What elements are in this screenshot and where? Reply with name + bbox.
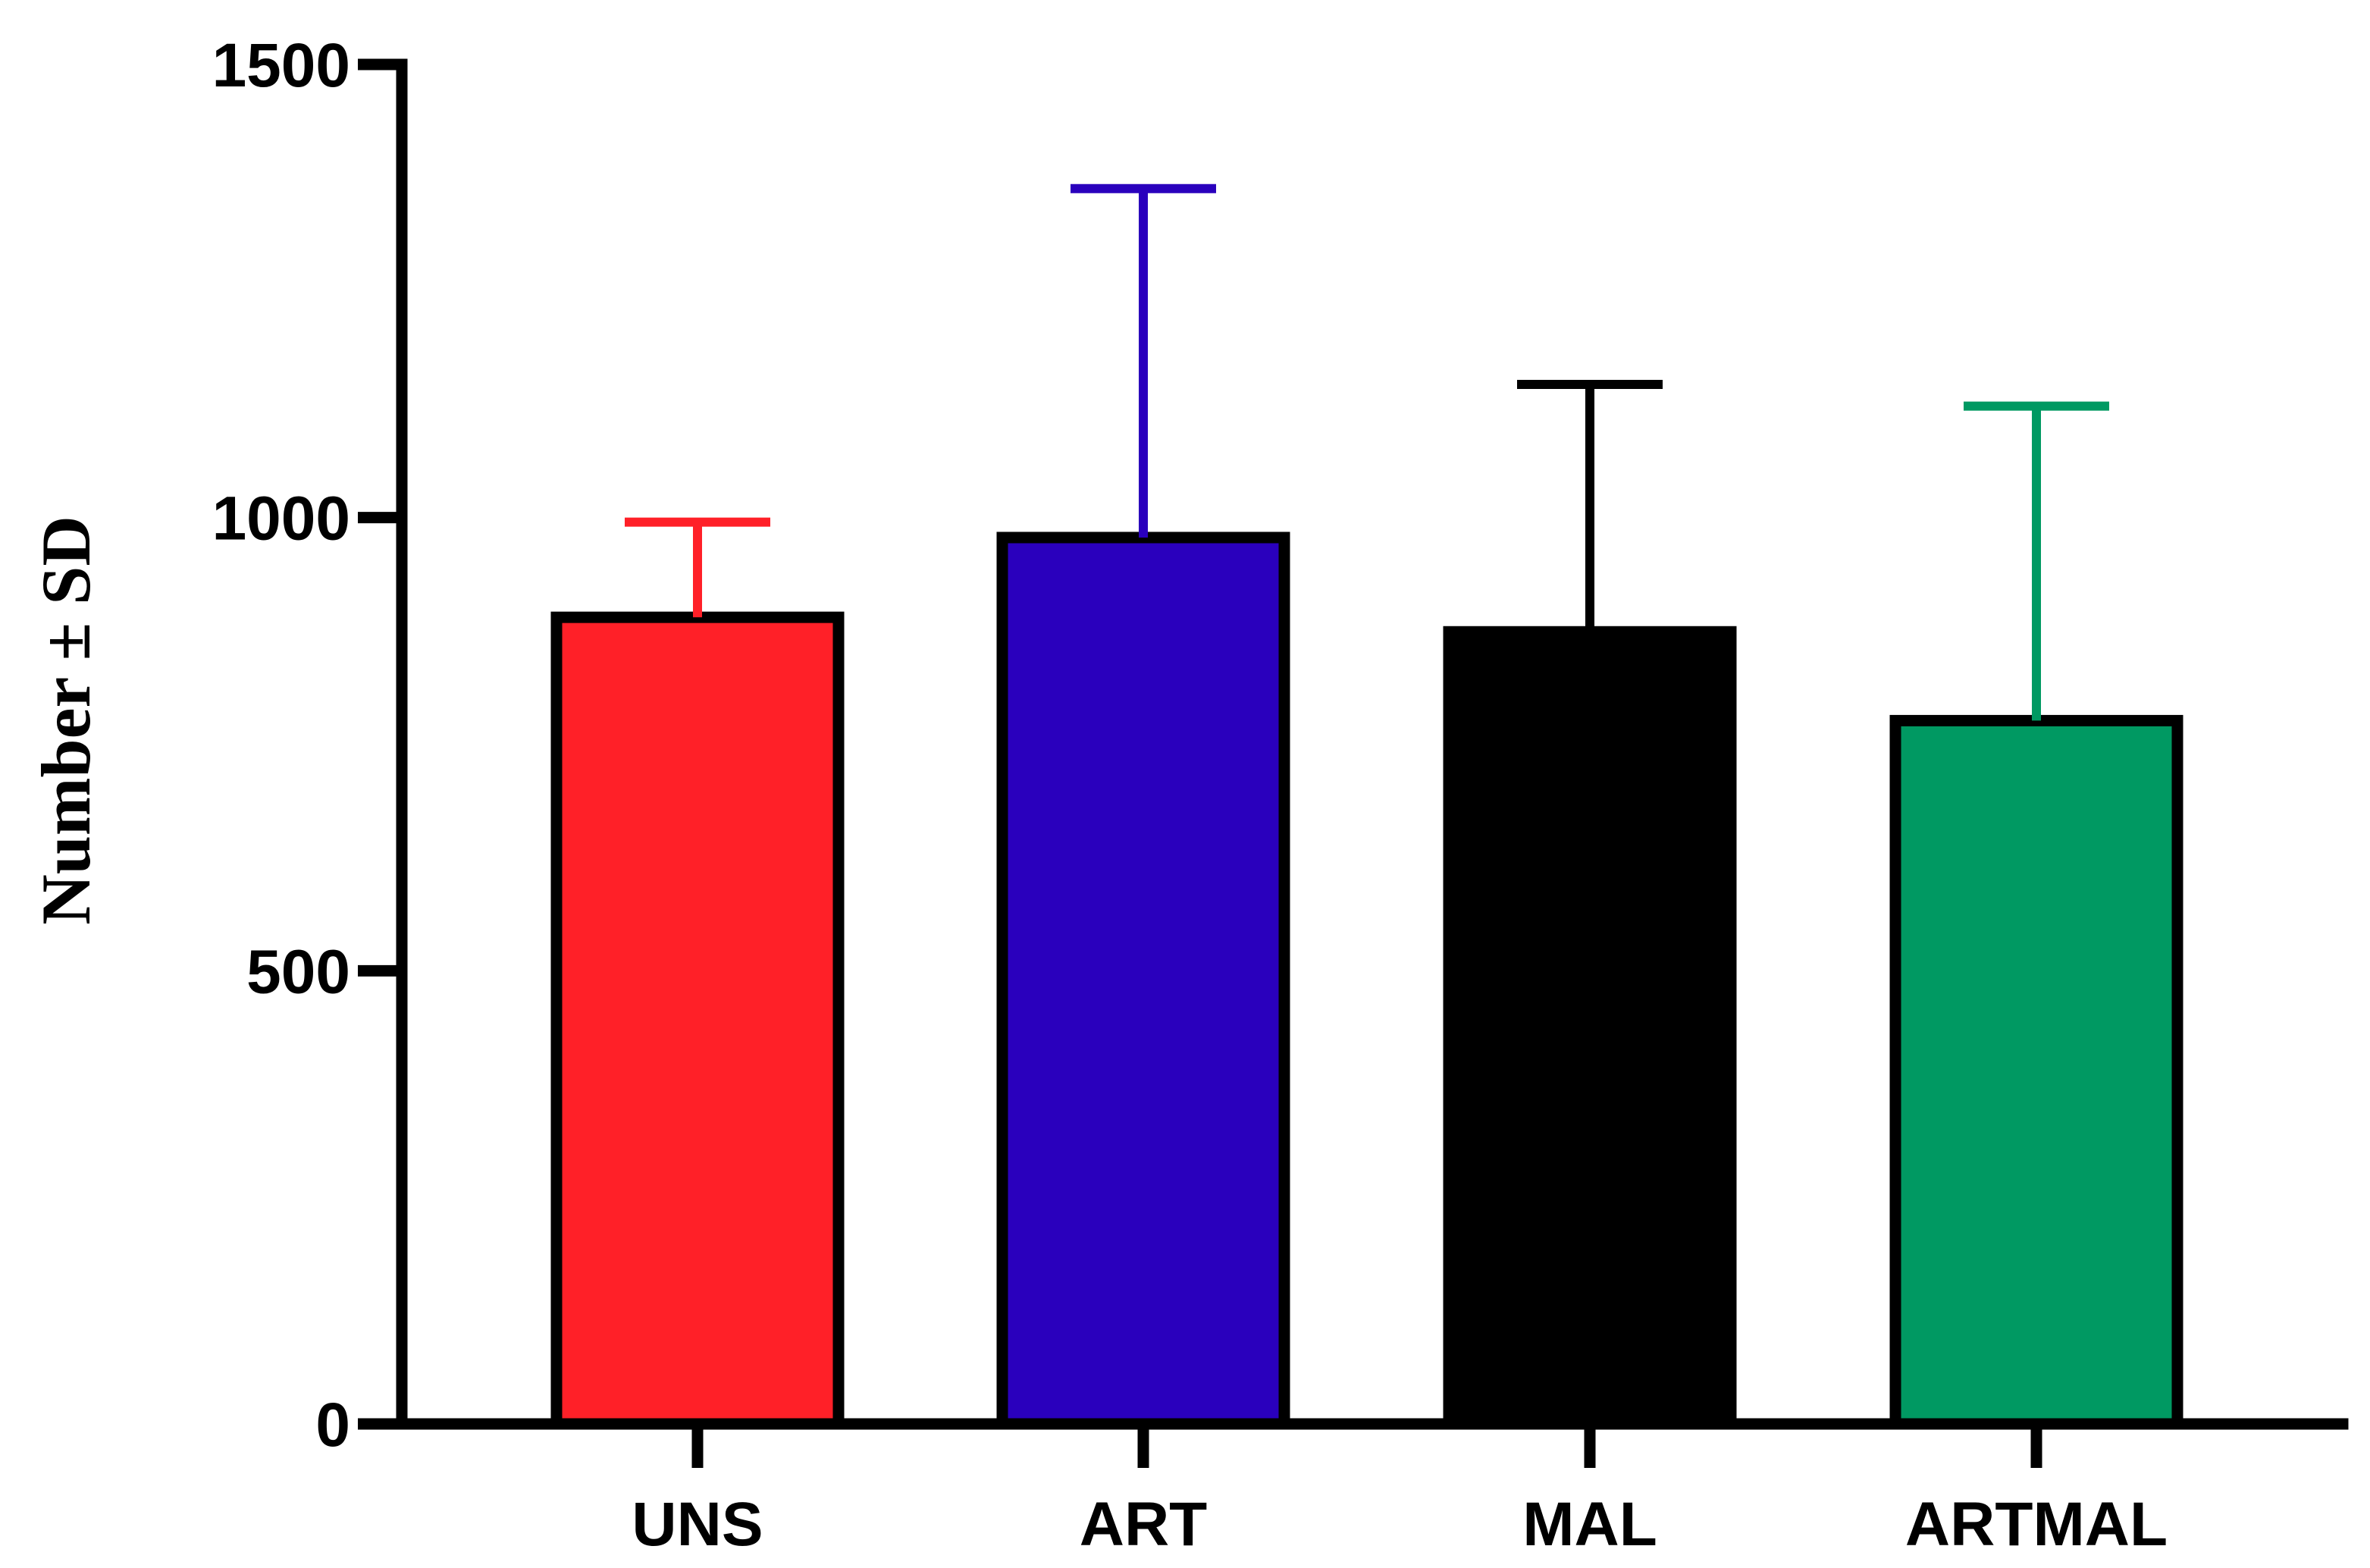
x-tick-label-artmal: ARTMAL (1905, 1490, 2168, 1559)
bar-artmal (1889, 714, 2183, 1430)
x-tick-label-art: ART (1080, 1490, 1208, 1559)
y-tick-label-0: 0 (315, 1391, 350, 1460)
x-tick-label-uns: UNS (632, 1490, 763, 1559)
y-axis-title: Number ± SD (27, 516, 105, 925)
y-tick-label-500: 500 (246, 937, 350, 1006)
bars-layer (550, 532, 2183, 1430)
y-tick-label-1000: 1000 (212, 485, 350, 554)
y-ticks-layer: 0 500 1000 1500 (212, 31, 402, 1460)
bar-mal (1443, 626, 1737, 1430)
axes-layer (396, 58, 2349, 1430)
y-tick-label-1500: 1500 (212, 31, 350, 100)
x-tick-label-mal: MAL (1522, 1490, 1657, 1559)
bar-art (996, 532, 1290, 1430)
bar-uns (550, 611, 845, 1430)
x-ticks-layer: UNS ART MAL ARTMAL (632, 1424, 2168, 1559)
error-bars-layer (625, 183, 2109, 721)
